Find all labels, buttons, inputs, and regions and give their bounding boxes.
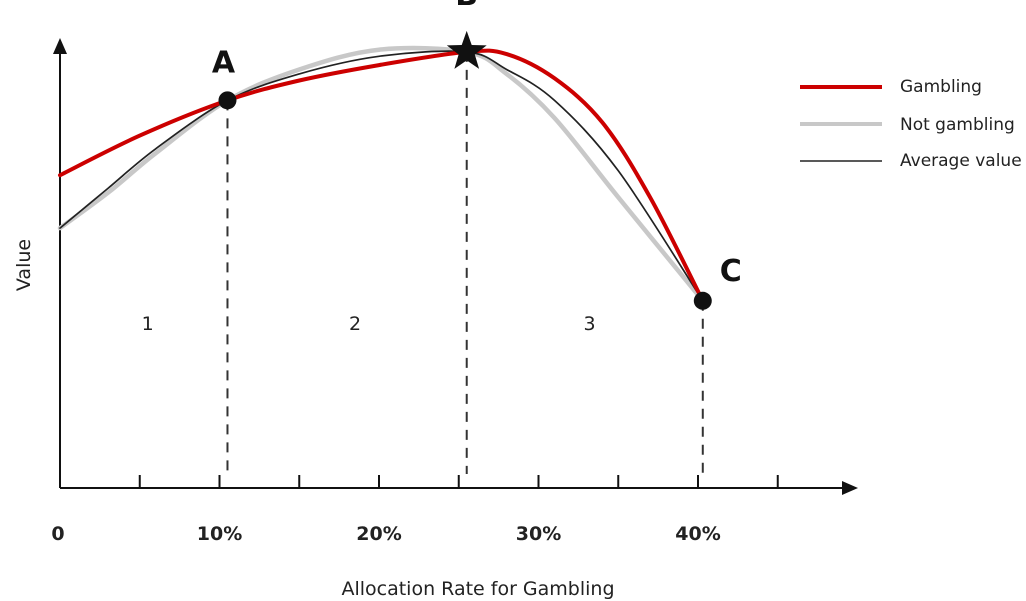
point-label-b: B xyxy=(455,0,478,13)
point-label-c: C xyxy=(720,254,742,289)
x-ticks xyxy=(138,475,779,488)
series-line-gambling xyxy=(58,48,705,303)
legend: Gambling Not gambling Average value xyxy=(800,77,1022,171)
x-tick-label: 10% xyxy=(197,523,242,545)
legend-label-average-value: Average value xyxy=(900,151,1022,171)
legend-label-gambling: Gambling xyxy=(900,77,982,97)
region-label-1: 1 xyxy=(142,313,154,335)
x-tick-label: 0 xyxy=(51,523,64,545)
point-marker-b xyxy=(446,30,487,69)
point-marker-c xyxy=(693,291,712,310)
region-labels: 1 2 3 xyxy=(142,313,596,335)
x-tick-label: 30% xyxy=(516,523,561,545)
region-label-2: 2 xyxy=(349,313,361,335)
y-axis-arrow xyxy=(53,38,67,54)
drop-lines xyxy=(226,51,704,474)
y-axis-title: Value xyxy=(13,239,35,291)
x-tick-label: 40% xyxy=(675,523,720,545)
point-markers: A B C xyxy=(212,0,742,310)
x-axis-arrow xyxy=(842,481,858,495)
x-tick-label: 20% xyxy=(356,523,401,545)
point-label-a: A xyxy=(212,45,236,80)
x-axis-title: Allocation Rate for Gambling xyxy=(341,578,614,600)
legend-label-not-gambling: Not gambling xyxy=(900,115,1015,135)
x-tick-labels: 0 10% 20% 30% 40% xyxy=(51,523,720,545)
series-lines xyxy=(57,45,706,304)
series-line-not-gambling xyxy=(57,45,706,304)
region-label-3: 3 xyxy=(583,313,595,335)
series-line-average-value xyxy=(59,50,704,302)
point-marker-a xyxy=(218,91,237,110)
